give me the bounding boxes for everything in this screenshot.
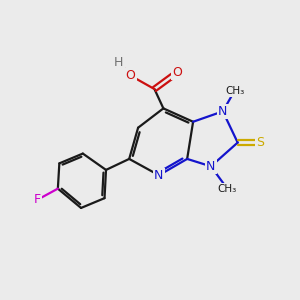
- Text: F: F: [34, 193, 41, 206]
- Text: N: N: [206, 160, 216, 173]
- Text: O: O: [172, 66, 182, 79]
- Text: O: O: [126, 69, 136, 82]
- Text: H: H: [114, 56, 124, 69]
- Text: N: N: [154, 169, 164, 182]
- Text: CH₃: CH₃: [225, 85, 244, 96]
- Text: N: N: [218, 105, 227, 118]
- Text: CH₃: CH₃: [218, 184, 237, 194]
- Text: S: S: [256, 136, 264, 149]
